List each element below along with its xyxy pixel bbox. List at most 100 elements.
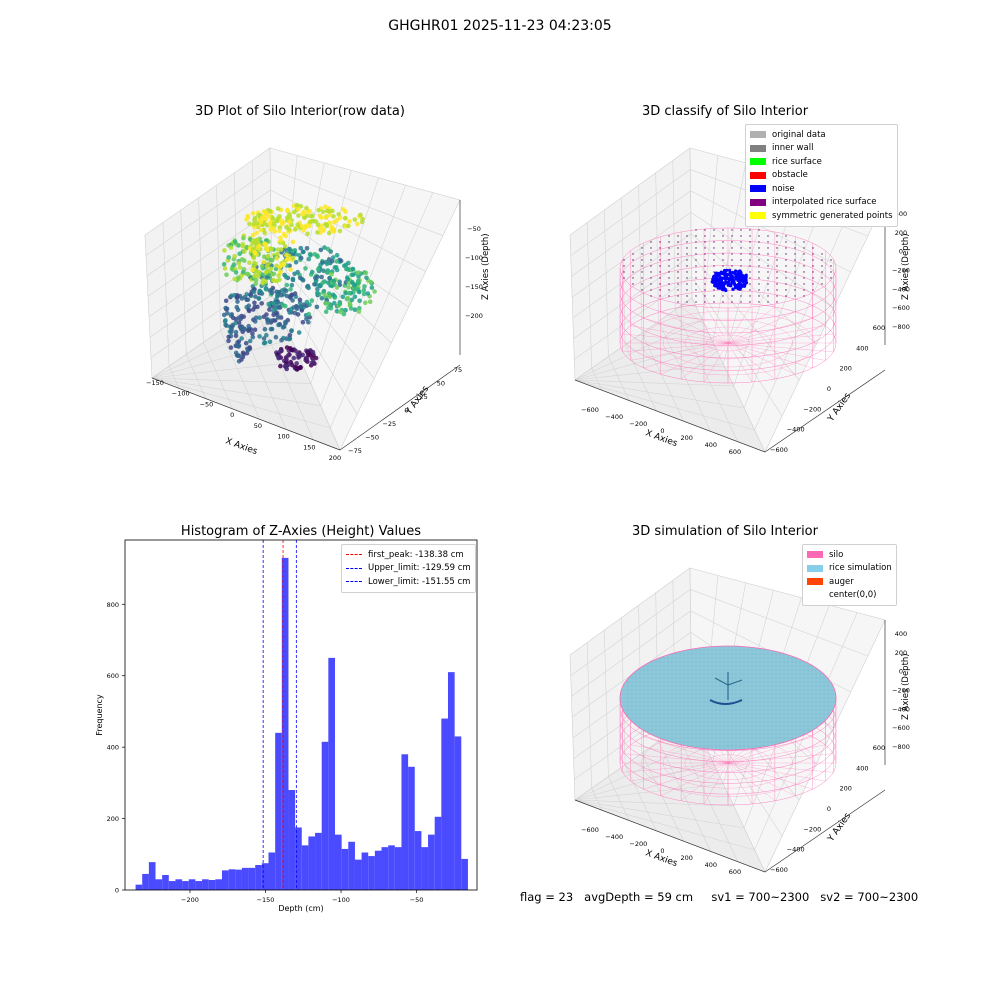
silo-floor-ring: [706, 754, 750, 772]
noise-point: [737, 283, 741, 288]
legend-label: first_peak: -138.38 cm: [368, 549, 464, 560]
surface-dot: [686, 289, 688, 291]
surface-dot: [731, 235, 733, 237]
surface-dot: [686, 247, 688, 249]
surface-dot: [776, 265, 778, 267]
histogram-bar: [288, 790, 296, 890]
histogram-bar: [414, 831, 422, 890]
surface-dot: [785, 241, 787, 243]
surface-dot: [776, 253, 778, 255]
legend-label: Lower_limit: -151.55 cm: [368, 576, 471, 587]
grid-line: [180, 210, 187, 355]
surface-dot: [785, 259, 787, 261]
grid-line: [186, 354, 206, 399]
surface-dot: [677, 247, 679, 249]
grid-line: [270, 168, 443, 236]
histogram-bar: [315, 832, 322, 890]
histogram-bar: [135, 884, 143, 890]
surface-dot: [767, 295, 769, 297]
surface-dot: [713, 241, 715, 243]
surface-dot: [659, 295, 661, 297]
y-tick-label: −200: [803, 825, 821, 833]
histogram-bar: [175, 879, 183, 890]
data-point: [261, 259, 267, 265]
data-point: [278, 363, 283, 369]
data-point: [329, 272, 334, 277]
noise-point: [731, 276, 735, 280]
surface-dot: [659, 277, 661, 279]
data-point: [352, 286, 358, 292]
noise-point: [731, 287, 735, 291]
surface-dot: [677, 283, 679, 285]
grid-line: [702, 155, 719, 321]
surface-dot: [623, 277, 625, 279]
histogram-chart[interactable]: −200 −150 −100 −50 0 200 400 600 800 Depth (cm)…: [80, 535, 490, 920]
data-point: [258, 289, 264, 295]
silo-floor-spoke: [681, 306, 729, 344]
data-point: [254, 268, 259, 274]
data-point: [279, 337, 284, 343]
surface-dot: [686, 301, 688, 303]
surface-dot: [785, 265, 787, 267]
surface-dot: [695, 259, 697, 261]
legend-entry: center(0,0): [807, 589, 892, 603]
legend-swatch: [750, 171, 766, 179]
data-point: [290, 277, 296, 283]
x-tick-label: −100: [172, 390, 190, 398]
surface-dot: [830, 259, 832, 261]
data-point: [336, 212, 341, 217]
data-point: [332, 281, 337, 287]
surface-dot: [767, 289, 769, 291]
data-point: [279, 263, 285, 268]
surface-dot: [668, 253, 670, 255]
surface-dot: [686, 277, 688, 279]
data-point: [296, 206, 301, 212]
surface-dot: [686, 259, 688, 261]
histogram-bar: [301, 845, 309, 890]
data-point: [321, 228, 326, 233]
data-point: [313, 355, 319, 361]
surface-dot: [677, 241, 679, 243]
raw-3d-plot[interactable]: −150−100−50050100150200−75−50−250255075−…: [130, 130, 490, 470]
data-point: [267, 307, 272, 312]
x-tick-label: −100: [332, 896, 350, 904]
data-point: [284, 357, 289, 362]
grid-line: [608, 356, 630, 401]
y-tick-label: −600: [770, 446, 788, 454]
noise-point: [715, 271, 719, 275]
grid-line: [571, 610, 691, 697]
surface-dot: [821, 277, 823, 279]
surface-dot: [632, 283, 634, 285]
silo-floor-spoke: [727, 753, 834, 764]
data-point: [291, 355, 297, 361]
silo-floor-spoke: [630, 325, 729, 344]
simulation-auger: [709, 672, 743, 705]
surface-dot: [821, 271, 823, 273]
surface-dot: [776, 241, 778, 243]
y-tick-label: −400: [787, 426, 805, 434]
x-tick-label: −150: [257, 896, 275, 904]
data-point: [284, 345, 290, 350]
data-point: [300, 319, 306, 325]
noise-point: [733, 286, 738, 290]
surface-dot: [767, 271, 769, 273]
data-point: [311, 218, 316, 224]
histogram-bar: [168, 881, 176, 890]
simulation-3d-plot[interactable]: −600 −400 −200 0 200 400 600 −600 −400 −200 0 200 40…: [560, 550, 920, 890]
histogram-frame: [124, 539, 478, 891]
data-point: [253, 237, 259, 243]
grid-line: [712, 162, 747, 343]
surface-dot: [758, 247, 760, 249]
data-point: [224, 272, 229, 277]
simulation-tick-labels: −600 −400 −200 0 200 400 600 −600 −400 −200 0 200 40…: [581, 630, 910, 876]
histogram-bar: [388, 845, 395, 890]
data-point: [309, 269, 315, 275]
y-tick-label: 75: [454, 366, 462, 374]
surface-dot: [758, 301, 760, 303]
grid-line: [198, 197, 204, 343]
surface-dot: [659, 283, 661, 285]
noise-point: [715, 282, 719, 286]
data-point: [252, 215, 258, 221]
surface-dot: [749, 301, 751, 303]
data-point: [247, 260, 252, 265]
